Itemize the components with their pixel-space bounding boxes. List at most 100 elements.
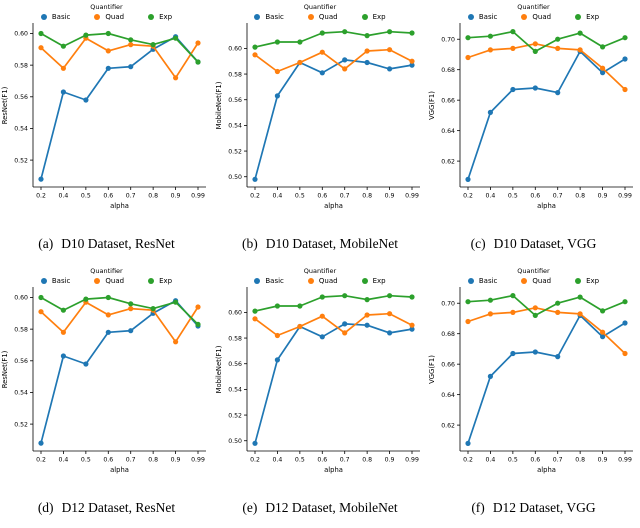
legend-item-basic: Basic bbox=[467, 277, 498, 285]
point-basic bbox=[532, 349, 538, 355]
legend-item-quad: Quad bbox=[94, 13, 124, 21]
x-tick-label: 0.5 bbox=[508, 457, 518, 464]
point-exp bbox=[622, 35, 628, 41]
point-exp bbox=[319, 30, 325, 36]
point-exp bbox=[510, 29, 516, 35]
legend-label: Exp bbox=[159, 277, 173, 285]
point-quad bbox=[386, 47, 392, 53]
point-exp bbox=[195, 321, 201, 327]
exp-marker-icon bbox=[575, 278, 582, 284]
line-basic bbox=[253, 323, 413, 445]
caption-text: D12 Dataset, MobileNet bbox=[265, 500, 398, 515]
point-exp bbox=[386, 29, 392, 35]
caption-e: (e) D12 Dataset, MobileNet bbox=[214, 500, 427, 516]
plot-area-f: 0.62 0.64 0.66 0.68 0.70 0.2 0.4 0.5 0.6 0.7 0.8 0.… bbox=[427, 286, 640, 478]
point-exp bbox=[105, 294, 111, 301]
legend-item-exp: Exp bbox=[575, 277, 599, 285]
legend-item-quad: Quad bbox=[521, 277, 551, 285]
y-tick-label: 0.62 bbox=[441, 158, 455, 165]
x-tick-label: 0.9 bbox=[598, 457, 608, 464]
y-tick-label: 0.52 bbox=[14, 157, 28, 164]
x-tick-label: 0.5 bbox=[81, 457, 91, 464]
point-basic bbox=[128, 328, 134, 334]
x-tick-label: 0.4 bbox=[272, 193, 282, 200]
quad-marker-icon bbox=[307, 278, 314, 284]
y-tick-label: 0.54 bbox=[14, 390, 28, 397]
subplot-b: Quantifier Basic Quad Exp 0.50 0.52 0.54 0.… bbox=[214, 0, 427, 264]
point-quad bbox=[251, 316, 258, 322]
line-quad bbox=[40, 37, 199, 79]
legend: Quantifier Basic Quad Exp bbox=[427, 266, 640, 286]
legend-item-exp: Exp bbox=[148, 277, 172, 285]
line-exp bbox=[467, 30, 626, 53]
point-basic bbox=[83, 361, 89, 367]
point-basic bbox=[274, 93, 280, 99]
point-quad bbox=[487, 311, 493, 317]
x-axis-label: alpha bbox=[537, 466, 556, 474]
plot-area-d: 0.52 0.54 0.56 0.58 0.60 0.2 0.4 0.5 0.6 0.7 0.8 0.… bbox=[0, 286, 213, 478]
point-exp bbox=[364, 297, 370, 303]
point-quad bbox=[341, 66, 347, 72]
point-quad bbox=[195, 304, 201, 310]
line-quad bbox=[40, 301, 199, 343]
x-tick-label: 0.9 bbox=[598, 193, 608, 200]
legend-label: Quad bbox=[318, 13, 338, 21]
legend-label: Quad bbox=[532, 277, 552, 285]
point-basic bbox=[105, 329, 111, 335]
point-exp bbox=[296, 303, 302, 309]
axes bbox=[243, 23, 420, 190]
caption-text: D10 Dataset, VGG bbox=[493, 236, 597, 251]
caption-f: (f) D12 Dataset, VGG bbox=[427, 500, 640, 516]
point-quad bbox=[364, 312, 370, 318]
legend-item-exp: Exp bbox=[361, 13, 386, 21]
x-tick-label: 0.99 bbox=[405, 193, 419, 200]
line-exp bbox=[40, 32, 199, 63]
legend-item-quad: Quad bbox=[307, 13, 338, 21]
point-quad bbox=[274, 68, 280, 75]
y-axis-label: ResNet(F1) bbox=[1, 350, 9, 388]
x-tick-label: 0.99 bbox=[618, 193, 632, 200]
y-tick-label: 0.58 bbox=[228, 335, 242, 342]
basic-marker-icon bbox=[254, 278, 261, 284]
point-basic bbox=[60, 353, 66, 359]
point-exp bbox=[105, 30, 111, 37]
legend-title: Quantifier bbox=[303, 3, 337, 11]
legend-label: Quad bbox=[532, 13, 552, 21]
y-tick-label: 0.58 bbox=[14, 62, 28, 69]
y-tick-label: 0.66 bbox=[441, 361, 455, 368]
point-exp bbox=[195, 59, 201, 65]
line-quad bbox=[253, 48, 413, 73]
point-quad bbox=[319, 49, 325, 55]
legend-title: Quantifier bbox=[517, 3, 550, 11]
point-quad bbox=[465, 54, 471, 61]
legend-label: Exp bbox=[372, 13, 386, 21]
point-quad bbox=[274, 332, 280, 339]
legend: Quantifier Basic Quad Exp bbox=[214, 2, 427, 22]
legend-label: Quad bbox=[105, 277, 125, 285]
x-tick-label: 0.9 bbox=[171, 457, 181, 464]
legend-label: Basic bbox=[265, 13, 284, 21]
point-quad bbox=[38, 309, 44, 315]
legend-item-exp: Exp bbox=[148, 13, 172, 21]
point-exp bbox=[60, 307, 66, 313]
axes bbox=[30, 23, 206, 190]
legend-label: Basic bbox=[478, 277, 498, 285]
point-basic bbox=[532, 85, 538, 91]
subplot-a: Quantifier Basic Quad Exp 0.52 0.54 0.56 0.… bbox=[0, 0, 213, 264]
legend-row: Basic Quad Exp bbox=[40, 13, 172, 21]
point-exp bbox=[577, 30, 583, 36]
point-exp bbox=[408, 294, 415, 300]
point-basic bbox=[555, 354, 561, 360]
x-tick-label: 0.4 bbox=[272, 457, 282, 464]
point-basic bbox=[251, 176, 258, 182]
plot-area-a: 0.52 0.54 0.56 0.58 0.60 0.2 0.4 0.5 0.6 0.7 0.8 0.… bbox=[0, 22, 213, 214]
caption-index: (b) bbox=[241, 236, 258, 251]
x-tick-label: 0.8 bbox=[362, 193, 372, 200]
point-exp bbox=[487, 297, 493, 303]
quad-marker-icon bbox=[521, 278, 528, 284]
x-tick-label: 0.2 bbox=[463, 193, 473, 200]
point-quad bbox=[296, 323, 302, 330]
point-basic bbox=[622, 320, 628, 326]
caption-index: (a) bbox=[38, 236, 54, 251]
